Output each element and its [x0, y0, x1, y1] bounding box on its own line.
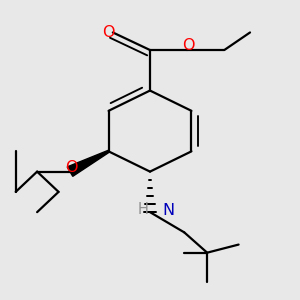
- Polygon shape: [67, 150, 109, 176]
- Text: O: O: [102, 25, 115, 40]
- Text: N: N: [163, 203, 175, 218]
- Text: H: H: [138, 202, 148, 217]
- Text: O: O: [65, 160, 78, 175]
- Text: O: O: [182, 38, 195, 53]
